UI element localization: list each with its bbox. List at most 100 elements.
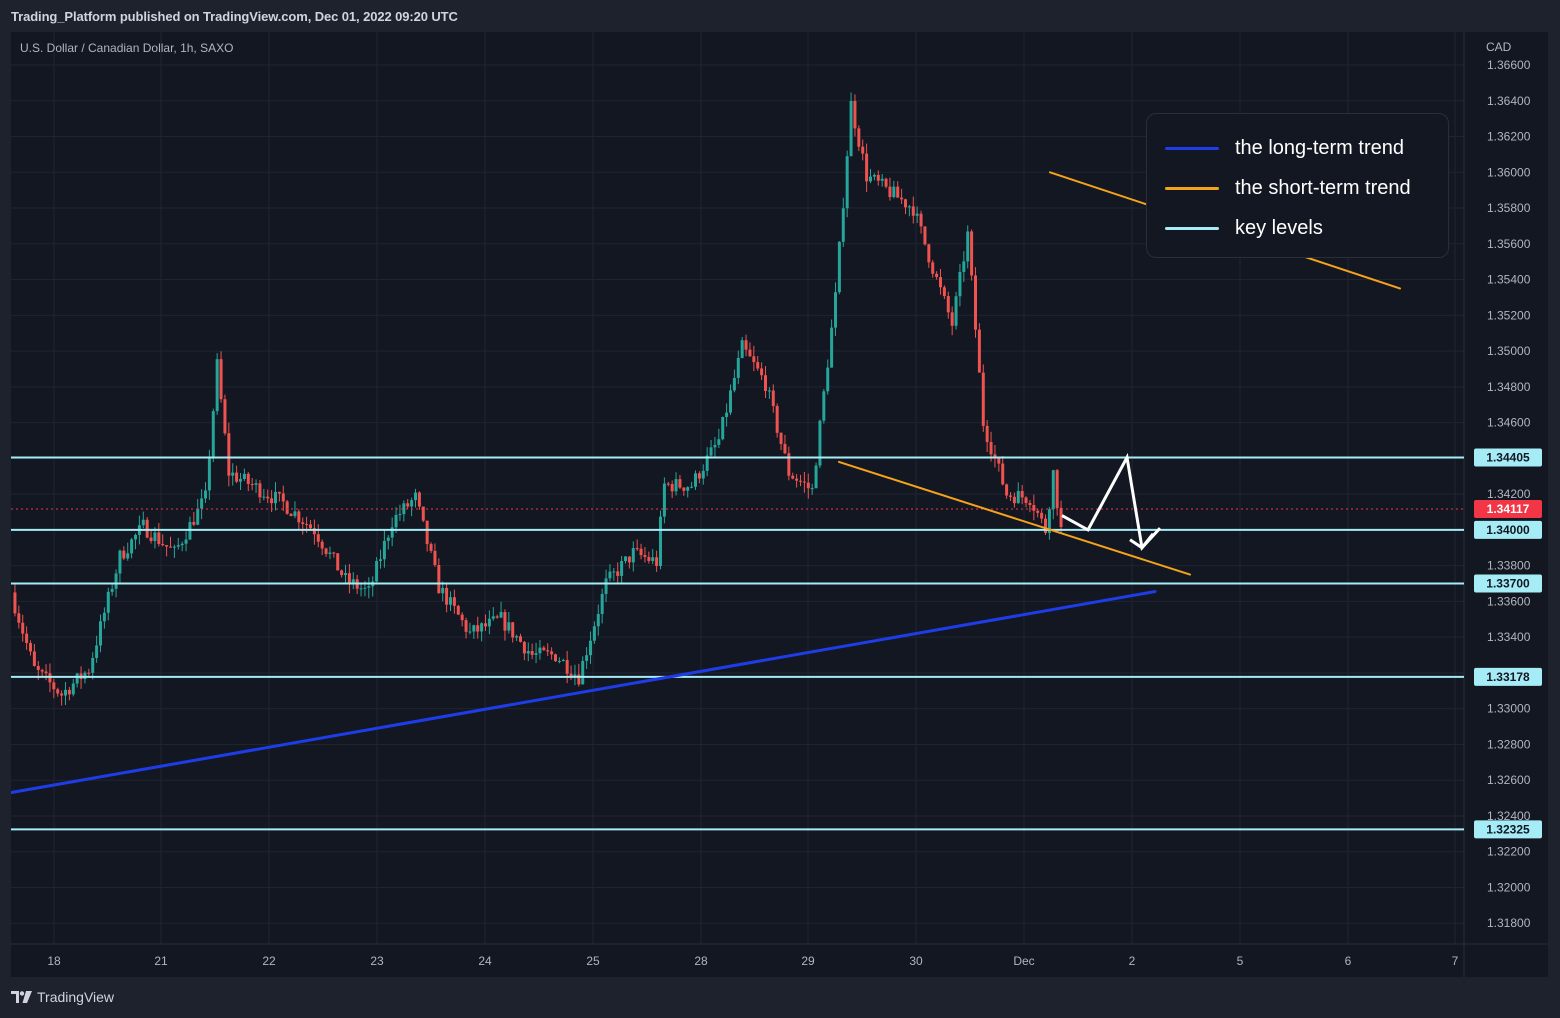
y-tick-label: 1.33600 (1487, 594, 1531, 608)
candle-body (87, 672, 91, 674)
y-tick-label: 1.33400 (1487, 630, 1531, 644)
candle-body (896, 186, 900, 198)
legend-item-short-term: the short-term trend (1165, 176, 1411, 200)
candle-body (1032, 505, 1036, 511)
candle-body (538, 647, 542, 654)
candle-body (717, 439, 721, 445)
candle-body (460, 614, 464, 621)
candle-body (861, 146, 865, 154)
candle-body (577, 674, 581, 685)
candle-body (351, 579, 355, 584)
y-tick-label: 1.35000 (1487, 344, 1531, 358)
key-level-badge: 1.34000 (1486, 523, 1530, 537)
candle-body (207, 457, 211, 491)
candle-body (21, 622, 25, 634)
brand[interactable]: TradingView (11, 989, 114, 1005)
candle-body (289, 513, 293, 517)
candle-body (456, 605, 460, 615)
candle-body (340, 570, 344, 576)
candle-body (853, 100, 857, 129)
candle-body (165, 545, 169, 547)
candle-body (834, 292, 837, 328)
candle-body (818, 420, 822, 466)
publish-info: Trading_Platform published on TradingVie… (11, 9, 458, 24)
candle-body (56, 689, 60, 694)
candle-body (822, 391, 826, 421)
key-level-badge: 1.34405 (1486, 450, 1530, 464)
candle-body (1040, 512, 1044, 519)
chart-area[interactable]: 1.31800 1.32000 1.32200 1.32400 1.32600 1.328… (11, 32, 1548, 977)
candle-body (942, 287, 946, 297)
candle-body (690, 486, 694, 488)
candle-body (561, 659, 565, 661)
x-tick-label: 18 (47, 954, 61, 968)
candle-body (402, 503, 406, 515)
candle-body (1036, 510, 1040, 513)
candle-body (274, 491, 277, 504)
candle-body (246, 473, 250, 484)
candle-body (277, 491, 281, 494)
candle-body (900, 197, 904, 200)
key-level-badge-bg (1474, 574, 1542, 593)
candle-body (631, 548, 635, 563)
candle-body (950, 312, 954, 326)
candle-body (701, 470, 705, 479)
candle-body (662, 483, 666, 517)
candle-body (596, 614, 600, 627)
candle-body (678, 479, 682, 488)
candle-body (110, 588, 114, 592)
key-level-badge-bg (1474, 448, 1542, 467)
candle-body (347, 573, 351, 584)
candle-body (519, 636, 522, 642)
candle-body (756, 362, 760, 369)
candle-body (437, 564, 441, 594)
candle-body (764, 375, 767, 391)
candle-body (472, 625, 476, 632)
candle-body (841, 208, 845, 242)
candle-body (1020, 491, 1024, 498)
candle-body (612, 571, 616, 573)
candle-body (386, 537, 390, 541)
candle-body (624, 556, 627, 562)
candle-body (1016, 491, 1020, 504)
candle-body (464, 620, 468, 632)
candle-body (398, 514, 402, 516)
candle-body (1005, 484, 1009, 496)
y-tick-label: 1.32400 (1487, 809, 1531, 823)
candle-body (989, 442, 993, 455)
key-level-badge: 1.32325 (1486, 822, 1530, 836)
candle-body (837, 241, 841, 293)
candle-body (915, 213, 919, 216)
candle-body (134, 534, 137, 540)
candle-body (674, 479, 678, 492)
y-tick-label: 1.35600 (1487, 237, 1531, 251)
legend-label-key-levels: key levels (1235, 216, 1323, 239)
x-tick-label: 2 (1129, 954, 1136, 968)
y-tick-label: 1.32000 (1487, 880, 1531, 894)
candle-body (1047, 509, 1051, 533)
candle-body (546, 650, 550, 652)
candle-body (227, 433, 231, 476)
candle-body (491, 616, 495, 619)
key-level-badge: 1.33178 (1486, 670, 1530, 684)
candle-body (320, 541, 324, 549)
candle-body (981, 372, 985, 426)
candle-body (526, 651, 530, 654)
candle-body (484, 623, 487, 627)
candle-body (495, 616, 499, 618)
candle-body (180, 543, 184, 546)
legend-swatch-long-term (1165, 146, 1219, 150)
x-tick-label: 7 (1452, 954, 1459, 968)
candle-body (324, 548, 328, 554)
x-tick-label: Dec (1013, 954, 1034, 968)
candle-body (511, 622, 515, 638)
candle-body (845, 156, 849, 209)
candle-body (884, 178, 888, 187)
candle-body (328, 552, 332, 554)
tradingview-logo-icon (11, 991, 32, 1003)
candle-body (266, 496, 270, 499)
x-tick-label: 28 (694, 954, 708, 968)
candle-body (880, 178, 884, 181)
candle-body (1044, 518, 1047, 533)
candle-body (425, 520, 429, 545)
